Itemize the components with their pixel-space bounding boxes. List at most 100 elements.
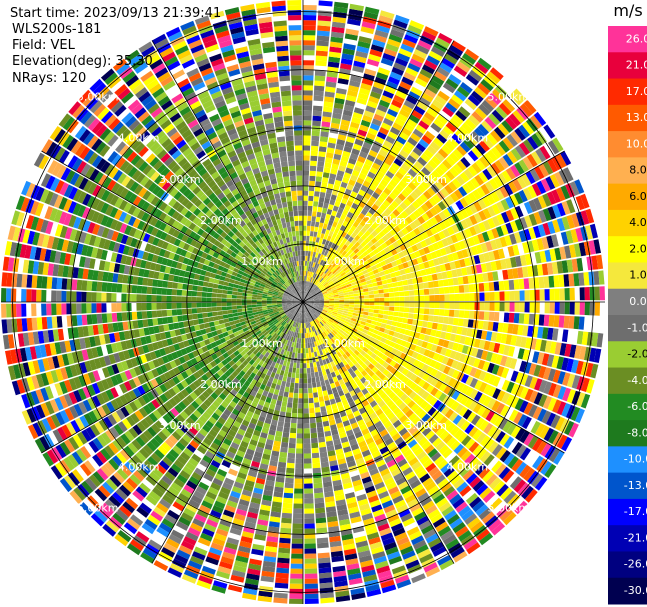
velocity-bin [378, 99, 390, 108]
velocity-bin [335, 265, 341, 271]
velocity-bins [1, 0, 605, 604]
velocity-bin [324, 268, 329, 274]
velocity-bin [322, 223, 328, 230]
velocity-bin [314, 80, 325, 87]
velocity-bin [336, 246, 342, 253]
velocity-bin [352, 65, 365, 73]
velocity-bin [330, 254, 336, 261]
velocity-bin [305, 245, 309, 251]
velocity-bin [365, 211, 373, 219]
velocity-bin [354, 138, 364, 147]
velocity-bin [399, 108, 411, 118]
velocity-bin [327, 271, 332, 277]
velocity-bin [377, 195, 386, 204]
velocity-bin [442, 106, 454, 118]
velocity-bin [313, 273, 317, 279]
velocity-bin [305, 240, 309, 246]
velocity-bin [373, 81, 385, 90]
velocity-bin [330, 226, 336, 232]
velocity-bin [323, 167, 331, 174]
velocity-bin [411, 53, 425, 64]
velocity-bin [409, 20, 425, 30]
velocity-bin [305, 281, 308, 287]
velocity-bin [350, 121, 360, 129]
velocity-bin [303, 230, 307, 236]
velocity-bin [316, 40, 329, 47]
velocity-bin [303, 297, 308, 302]
velocity-bin [439, 62, 453, 74]
velocity-bin [394, 14, 410, 25]
velocity-bin [454, 90, 467, 102]
velocity-bin [321, 266, 326, 272]
velocity-bin [325, 157, 333, 164]
velocity-bin [371, 86, 383, 95]
velocity-bin [395, 57, 409, 67]
velocity-bin [305, 291, 308, 297]
velocity-bin [456, 86, 470, 98]
velocity-bin [317, 20, 331, 27]
velocity-bin [370, 91, 382, 100]
velocity-bin [363, 11, 379, 20]
velocity-bin [352, 186, 360, 194]
velocity-bin [464, 48, 479, 61]
velocity-bin [314, 262, 318, 269]
velocity-bin [314, 242, 319, 248]
velocity-bin [304, 290, 306, 296]
velocity-bin [316, 166, 324, 172]
velocity-bin [387, 108, 398, 118]
velocity-bin [373, 211, 381, 219]
velocity-bin [351, 238, 358, 245]
velocity-bin [389, 71, 402, 81]
velocity-bin [380, 191, 389, 200]
velocity-bin [431, 75, 445, 86]
velocity-bin [357, 244, 364, 251]
velocity-bin [303, 240, 306, 246]
velocity-bin [314, 70, 326, 77]
velocity-bin [401, 76, 414, 86]
velocity-bin [364, 230, 371, 237]
velocity-bin [403, 71, 416, 82]
velocity-bin [330, 36, 344, 44]
velocity-bin [356, 177, 365, 185]
velocity-bin [350, 191, 358, 198]
velocity-bin [456, 61, 471, 73]
velocity-bin [320, 243, 325, 250]
velocity-bin [382, 199, 391, 208]
velocity-bin [303, 190, 309, 196]
velocity-bin [397, 193, 406, 202]
velocity-bin [358, 189, 366, 197]
velocity-bin [324, 91, 335, 98]
velocity-bin [417, 39, 432, 50]
velocity-bin [328, 247, 334, 254]
velocity-bin [350, 75, 362, 83]
velocity-bin [346, 162, 355, 170]
velocity-bin [330, 168, 338, 175]
velocity-bin [463, 138, 475, 150]
velocity-bin [448, 74, 462, 86]
velocity-bin [391, 99, 403, 109]
velocity-bin [308, 276, 311, 282]
velocity-bin [360, 146, 370, 154]
velocity-bin [347, 249, 354, 255]
velocity-bin [412, 128, 424, 139]
velocity-bin [438, 162, 449, 173]
velocity-bin [323, 261, 328, 268]
velocity-bin [357, 237, 364, 245]
velocity-bin [306, 292, 310, 297]
velocity-bin [486, 71, 501, 84]
velocity-bin [307, 294, 312, 299]
velocity-bin [347, 242, 354, 249]
velocity-bin [357, 129, 368, 137]
velocity-bin [324, 96, 335, 103]
velocity-bin [491, 109, 504, 123]
velocity-bin [327, 183, 334, 190]
velocity-bin [361, 208, 368, 216]
velocity-bin [330, 194, 337, 201]
velocity-bin [411, 178, 421, 187]
velocity-bin [316, 263, 320, 269]
velocity-bin [403, 99, 416, 110]
velocity-bin [303, 145, 311, 151]
velocity-bin [409, 151, 420, 161]
velocity-bin [491, 88, 505, 102]
velocity-bin [391, 144, 401, 154]
